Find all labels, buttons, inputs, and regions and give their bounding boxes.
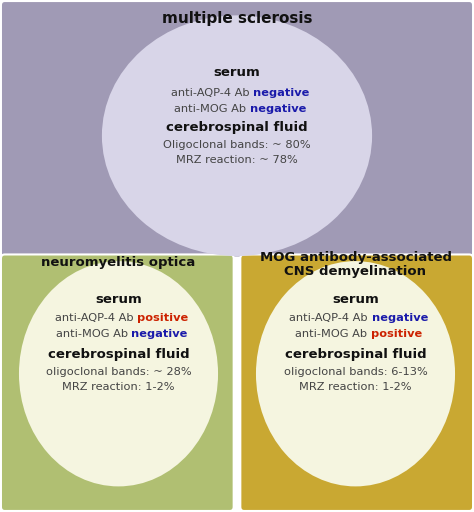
Text: MRZ reaction: 1-2%: MRZ reaction: 1-2% [62,381,175,392]
Text: positive: positive [137,313,189,324]
Ellipse shape [256,261,455,486]
Text: MOG antibody-associated: MOG antibody-associated [259,250,452,264]
Text: serum: serum [95,293,142,306]
Text: anti-MOG Ab: anti-MOG Ab [174,104,250,114]
Text: MRZ reaction: 1-2%: MRZ reaction: 1-2% [299,381,412,392]
Text: anti-AQP-4 Ab: anti-AQP-4 Ab [171,88,253,98]
Text: negative: negative [250,104,306,114]
Ellipse shape [19,261,218,486]
Text: cerebrospinal fluid: cerebrospinal fluid [166,121,308,135]
Text: multiple sclerosis: multiple sclerosis [162,11,312,27]
FancyBboxPatch shape [1,254,234,511]
Text: anti-MOG Ab: anti-MOG Ab [55,329,131,339]
Text: anti-MOG Ab: anti-MOG Ab [295,329,371,339]
Text: neuromyelitis optica: neuromyelitis optica [41,255,196,269]
Text: MRZ reaction: ~ 78%: MRZ reaction: ~ 78% [176,155,298,165]
FancyBboxPatch shape [1,1,473,258]
Ellipse shape [102,15,372,256]
Text: oligoclonal bands: 6-13%: oligoclonal bands: 6-13% [283,367,428,377]
Text: anti-AQP-4 Ab: anti-AQP-4 Ab [290,313,372,324]
Text: negative: negative [372,313,428,324]
Text: positive: positive [371,329,422,339]
Text: serum: serum [214,66,260,79]
Text: cerebrospinal fluid: cerebrospinal fluid [48,348,189,361]
FancyBboxPatch shape [240,254,473,511]
Text: CNS demyelination: CNS demyelination [284,265,427,278]
Text: Oligoclonal bands: ~ 80%: Oligoclonal bands: ~ 80% [163,140,311,150]
Text: negative: negative [131,329,188,339]
Text: anti-AQP-4 Ab: anti-AQP-4 Ab [55,313,137,324]
Text: cerebrospinal fluid: cerebrospinal fluid [285,348,426,361]
Text: oligoclonal bands: ~ 28%: oligoclonal bands: ~ 28% [46,367,191,377]
Text: negative: negative [253,88,310,98]
Text: serum: serum [332,293,379,306]
